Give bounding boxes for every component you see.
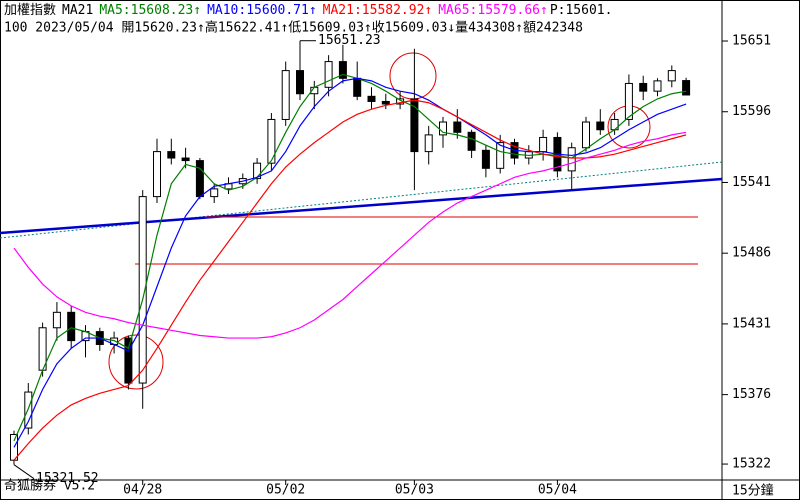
candle-body <box>181 157 190 162</box>
candle-body <box>653 80 662 92</box>
candle-body <box>381 100 390 105</box>
candle-body <box>67 311 76 342</box>
y-tick-label: 15651 <box>732 34 771 49</box>
title: 加權指數 <box>4 3 56 18</box>
y-tick-label: 15596 <box>732 104 771 119</box>
candle-body <box>467 131 476 151</box>
x-tick-label: 05/04 <box>538 483 577 498</box>
candle-body <box>567 147 576 172</box>
x-tick-label: 05/02 <box>266 483 305 498</box>
candle-body <box>324 61 333 88</box>
candle-body <box>539 136 548 153</box>
candle-body <box>424 134 433 153</box>
ma-line <box>13 73 687 442</box>
trend-line <box>0 161 723 239</box>
legend-entry: MA5:15608.23↑ <box>99 3 201 18</box>
candle-body <box>210 188 219 198</box>
ma-line <box>13 131 687 339</box>
candle-body <box>253 162 262 180</box>
candle-body <box>167 151 176 159</box>
y-tick-label: 15486 <box>732 246 771 261</box>
annotation: 15321.52 <box>36 471 99 486</box>
y-tick-label: 15322 <box>732 457 771 472</box>
trend-line <box>0 177 723 235</box>
candle-body <box>624 82 633 120</box>
ma-line <box>13 77 687 448</box>
candle-body <box>138 196 147 384</box>
software-label: 奇狐勝券 v5.2 <box>4 478 95 494</box>
candle-body <box>124 337 133 384</box>
candle-body <box>10 433 18 461</box>
candle-body <box>195 160 204 198</box>
header: 加權指數 MA21 MA5:15608.23↑ MA10:15600.71↑ MA21:… <box>4 3 612 18</box>
drawings <box>0 52 723 390</box>
candle-body <box>596 121 605 131</box>
candle-body <box>353 77 362 97</box>
candle-body <box>682 80 691 96</box>
candle-body <box>481 149 490 169</box>
highlight-circle <box>108 334 164 390</box>
legend-entry: MA10:15600.71↑ <box>207 3 317 18</box>
interval-label: 15分鐘 <box>732 483 774 499</box>
candle-body <box>267 118 276 164</box>
legend-entry: MA21:15582.92↑ <box>323 3 433 18</box>
candle-body <box>281 70 290 120</box>
candle-body <box>338 61 347 79</box>
info-line: 100 2023/05/04 開15620.23↑高15622.41↑低1560… <box>4 20 583 36</box>
candle-body <box>153 151 161 198</box>
candle-body <box>582 121 590 149</box>
y-tick-label: 15541 <box>732 175 771 190</box>
annotation: 15651.23 <box>318 33 381 48</box>
candle-body <box>296 70 304 95</box>
y-tick-label: 15376 <box>732 387 771 402</box>
candle-body <box>639 82 648 92</box>
ma-line <box>13 99 687 461</box>
candle-body <box>367 95 376 102</box>
legend-entry: MA65:15579.66↑ <box>438 3 548 18</box>
candle-body <box>496 142 505 169</box>
candle-body <box>410 98 419 153</box>
candle-body <box>453 121 462 133</box>
price-label: P:15601. <box>550 3 613 18</box>
indicator: MA21 <box>62 3 93 18</box>
candle-body <box>52 311 61 329</box>
y-tick-label: 15431 <box>732 316 771 331</box>
x-tick-label: 04/28 <box>123 483 162 498</box>
x-tick-label: 05/03 <box>395 483 434 498</box>
annotation-leader <box>13 464 35 480</box>
candle-body <box>667 70 676 82</box>
